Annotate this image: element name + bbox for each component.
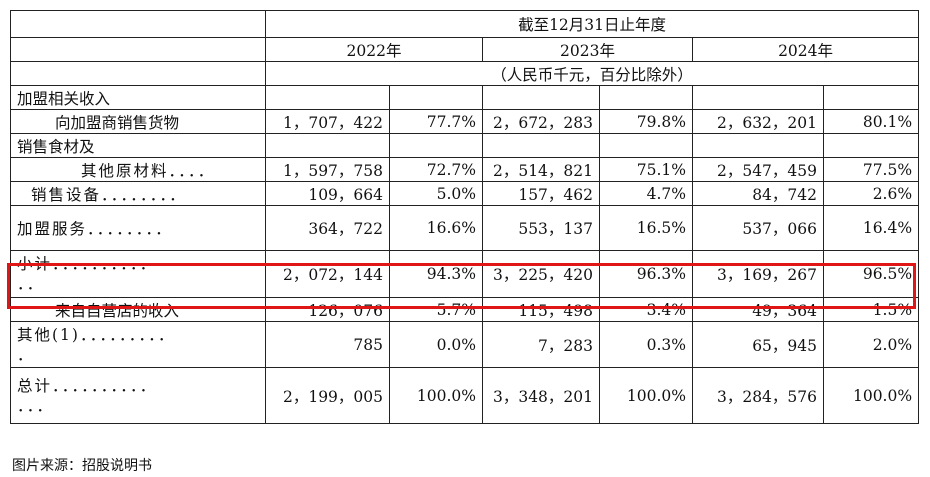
- table-cell: 16.5%: [599, 205, 693, 251]
- table-cell: 94.3%: [389, 250, 483, 298]
- row-label: 加盟服务．．．．．．．．: [10, 205, 266, 251]
- row-label: 销售食材及: [10, 133, 266, 158]
- table-cell: [482, 133, 600, 158]
- table-cell: 16.4%: [822, 205, 920, 251]
- row-label: 小计．．．．．．．．．． ．．: [10, 250, 266, 298]
- revenue-table: 截至12月31日止年度 2022年 2023年 2024年 （人民币千元，百分比…: [10, 10, 920, 424]
- table-cell: 2.0%: [822, 321, 920, 368]
- table-cell: [389, 85, 483, 110]
- year-header-2023: 2023年: [482, 37, 693, 62]
- table-cell: 2.6%: [822, 181, 920, 206]
- table-cell: [265, 85, 390, 110]
- table-cell: 109，664: [265, 181, 390, 206]
- table-cell: 100.0%: [822, 367, 920, 424]
- row-label-line1: 其他(1)．．．．．．．．．: [17, 325, 176, 344]
- table-cell: 3.4%: [599, 297, 693, 322]
- row-label-line2: ．．．: [17, 396, 55, 415]
- row-label: 销售设备．．．．．．．．: [10, 181, 266, 206]
- table-cell: 1，707，422: [265, 109, 390, 134]
- header-blank: [10, 37, 266, 62]
- table-cell: [265, 133, 390, 158]
- subtotal-row: 小计．．．．．．．．．． ．． 2，072，144 94.3% 3，225，42…: [10, 250, 920, 298]
- table-row: 销售食材及: [10, 133, 920, 158]
- row-label: 来自自营店的收入: [10, 297, 266, 322]
- table-cell: 364，722: [265, 205, 390, 251]
- table-cell: 4.7%: [599, 181, 693, 206]
- table-cell: 100.0%: [389, 367, 483, 424]
- table-cell: 785: [265, 321, 390, 368]
- period-header: 截至12月31日止年度: [264, 10, 920, 38]
- table-cell: 0.3%: [599, 321, 693, 368]
- table-cell: [389, 133, 483, 158]
- table-cell: 3，284，576: [692, 367, 824, 424]
- table-row: 销售设备．．．．．．．． 109，664 5.0% 157，462 4.7% 8…: [10, 181, 920, 206]
- table-cell: 16.6%: [389, 205, 483, 251]
- table-cell: 126，076: [265, 297, 390, 322]
- row-label: 总计．．．．．．．．．． ．．．: [10, 367, 266, 424]
- table-cell: 2，199，005: [265, 367, 390, 424]
- table-cell: 5.7%: [389, 297, 483, 322]
- source-caption: 图片来源：招股说明书: [12, 458, 152, 474]
- table-row: 向加盟商销售货物 1，707，422 77.7% 2，672，283 79.8%…: [10, 109, 920, 134]
- table-row: 加盟服务．．．．．．．． 364，722 16.6% 553，137 16.5%…: [10, 205, 920, 251]
- table-cell: [822, 133, 920, 158]
- table-cell: [599, 133, 693, 158]
- table-cell: 1.5%: [822, 297, 920, 322]
- table-cell: 77.5%: [822, 157, 920, 182]
- table-cell: 0.0%: [389, 321, 483, 368]
- row-label-line1: 总计．．．．．．．．．．: [17, 376, 158, 395]
- table-cell: 77.7%: [389, 109, 483, 134]
- year-header-2022: 2022年: [265, 37, 483, 62]
- table-cell: 96.3%: [599, 250, 693, 298]
- table-cell: 80.1%: [822, 109, 920, 134]
- table-cell: 3，225，420: [482, 250, 600, 298]
- table-cell: 96.5%: [822, 250, 920, 298]
- table-cell: 7，283: [482, 321, 600, 368]
- table-cell: 2，547，459: [692, 157, 824, 182]
- table-cell: 2，672，283: [482, 109, 600, 134]
- row-label: 加盟相关收入: [10, 85, 266, 110]
- year-header-2024: 2024年: [691, 37, 920, 62]
- table-row: 其他原材料．．．． 1，597，758 72.7% 2，514，821 75.1…: [10, 157, 920, 182]
- table-cell: 2，072，144: [265, 250, 390, 298]
- row-label-line2: ．．: [17, 275, 45, 293]
- table-cell: [599, 85, 693, 110]
- unit-header: （人民币千元，百分比除外）: [264, 61, 920, 86]
- row-label: 其他原材料．．．．: [10, 157, 266, 182]
- table-cell: [822, 85, 920, 110]
- table-cell: [692, 85, 824, 110]
- table-cell: 84，742: [692, 181, 824, 206]
- table-cell: 553，137: [482, 205, 600, 251]
- table-cell: 2，514，821: [482, 157, 600, 182]
- table-row: 加盟相关收入: [10, 85, 920, 110]
- table-cell: 1，597，758: [265, 157, 390, 182]
- table-cell: 75.1%: [599, 157, 693, 182]
- table-row: 来自自营店的收入 126，076 5.7% 115，498 3.4% 49，36…: [10, 297, 920, 322]
- table-cell: 5.0%: [389, 181, 483, 206]
- table-cell: 157，462: [482, 181, 600, 206]
- row-label-line1: 小计．．．．．．．．．．: [17, 255, 158, 273]
- table-cell: 79.8%: [599, 109, 693, 134]
- header-blank: [10, 61, 266, 86]
- table-cell: 72.7%: [389, 157, 483, 182]
- table-cell: 115，498: [482, 297, 600, 322]
- table-cell: [482, 85, 600, 110]
- table-cell: 65，945: [692, 321, 824, 368]
- total-row: 总计．．．．．．．．．． ．．． 2，199，005 100.0% 3，348，…: [10, 367, 920, 424]
- table-cell: 537，066: [692, 205, 824, 251]
- table-cell: 3，348，201: [482, 367, 600, 424]
- table-cell: 3，169，267: [692, 250, 824, 298]
- table-row: 其他(1)．．．．．．．．． ． 785 0.0% 7，283 0.3% 65，…: [10, 321, 920, 368]
- table-cell: 2，632，201: [692, 109, 824, 134]
- row-label: 向加盟商销售货物: [10, 109, 266, 134]
- row-label: 其他(1)．．．．．．．．． ．: [10, 321, 266, 368]
- table-cell: 49，364: [692, 297, 824, 322]
- table-cell: [692, 133, 824, 158]
- row-label-line2: ．: [17, 345, 35, 364]
- header-blank: [10, 10, 266, 38]
- table-cell: 100.0%: [599, 367, 693, 424]
